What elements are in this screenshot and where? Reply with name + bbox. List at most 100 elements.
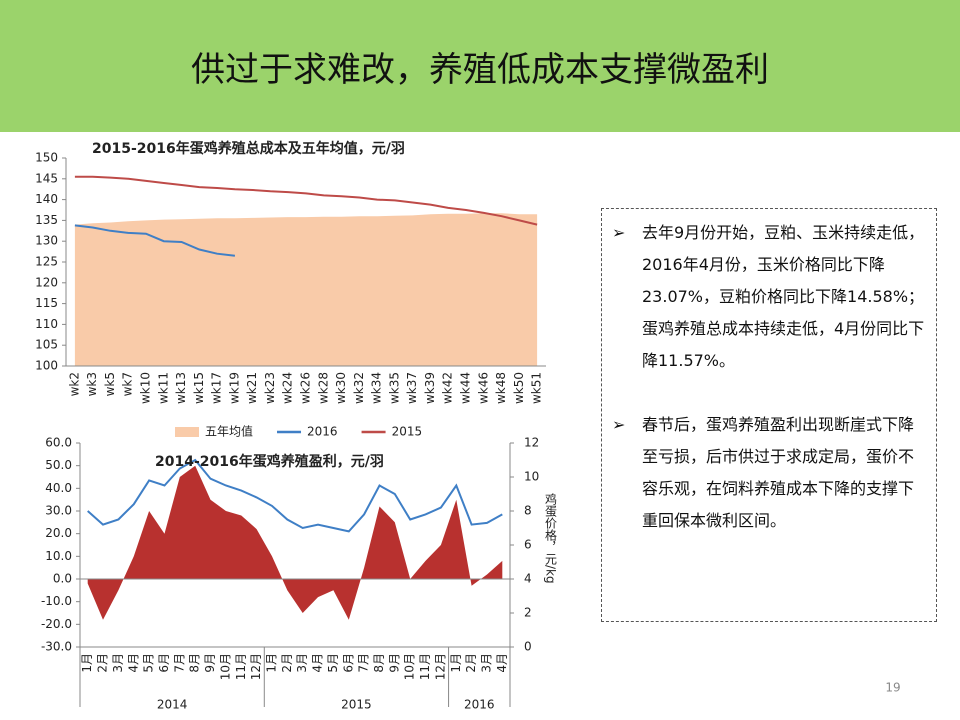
x-tick-label: wk19 [227,372,241,404]
x-tick-label: 10月 [218,653,232,680]
y-tick-label: 105 [35,338,58,352]
x-tick-label: wk44 [459,372,473,404]
bullet: ➢ 去年9月份开始，豆粕、玉米持续走低，2016年4月份，玉米价格同比下降23.0… [612,217,928,377]
x-tick-label: 10月 [403,653,417,680]
y-tick-label: 50.0 [45,458,72,472]
y-tick-label: 140 [35,192,58,206]
x-tick-label: wk2 [67,372,81,396]
x-tick-label: 3月 [295,653,309,673]
legend-label: 五年均值 [205,424,253,439]
x-tick-label: 11月 [418,653,432,680]
y-tick-label: 145 [35,171,58,185]
y-tick-label: 20.0 [45,526,72,540]
x-tick-label: wk48 [494,372,508,404]
x-tick-label: wk11 [156,372,170,404]
y2-tick-label: 8 [524,504,532,518]
x-tick-label: wk26 [299,372,313,404]
y-tick-label: 30.0 [45,504,72,518]
bullet-text: 去年9月份开始，豆粕、玉米持续走低，2016年4月份，玉米价格同比下降23.07… [642,223,925,370]
x-tick-label: 6月 [341,653,355,673]
x-tick-label: 2月 [280,653,294,673]
x-tick-label: 7月 [357,653,371,673]
x-tick-label: 2月 [464,653,478,673]
legend-label: 2015 [392,425,423,439]
line [87,458,503,533]
x-tick-label: 8月 [372,653,386,673]
x-tick-label: 4月 [495,653,509,673]
y-tick-label: 150 [35,151,58,165]
text-box: ➢ 去年9月份开始，豆粕、玉米持续走低，2016年4月份，玉米价格同比下降23.0… [601,208,937,622]
x-tick-label: 7月 [172,653,186,673]
slide-title: 供过于求难改，养殖低成本支撑微盈利 [191,50,769,90]
x-tick-label: wk10 [139,372,153,404]
x-tick-label: wk51 [530,372,544,404]
x-tick-label: wk37 [405,372,419,404]
y-tick-label: -30.0 [41,640,72,654]
header: 供过于求难改，养殖低成本支撑微盈利 [0,0,960,132]
area [74,213,538,366]
x-tick-label: wk13 [174,372,188,404]
line [74,224,236,257]
x-tick-label: wk28 [316,372,330,404]
y-tick-label: 40.0 [45,481,72,495]
x-tick-label: wk30 [334,372,348,404]
y-tick-label: 115 [35,296,58,310]
x-tick-label: wk50 [512,372,526,404]
y-tick-label: -20.0 [41,617,72,631]
y-tick-label: 110 [35,317,58,331]
x-tick-label: wk34 [370,372,384,404]
y-tick-label: 135 [35,213,58,227]
x-tick-label: 5月 [326,653,340,673]
area [87,465,503,620]
y-tick-label: 100 [35,359,58,373]
x-tick-label: wk15 [192,372,206,404]
y-tick-label: 60.0 [45,436,72,450]
x-tick-label: 3月 [479,653,493,673]
y2-tick-label: 4 [524,572,532,586]
bullet-text: 春节后，蛋鸡养殖盈利出现断崖式下降至亏损，后市供过于求成定局，蛋价不容乐观，在饲… [642,415,915,530]
y-tick-label: 120 [35,275,58,289]
page-number: 19 [885,681,900,695]
y-tick-label: 10.0 [45,549,72,563]
x-tick-label: wk39 [423,372,437,404]
y2-tick-label: 12 [524,436,539,450]
x-tick-label: 3月 [111,653,125,673]
x-tick-label: wk24 [281,372,295,404]
x-tick-label: 2月 [96,653,110,673]
legend-swatch [175,427,199,437]
chart-title: 2015-2016年蛋鸡养殖总成本及五年均值，元/羽 [92,140,405,157]
x-tick-label: 11月 [234,653,248,680]
x-tick-label: wk5 [103,372,117,396]
x-tick-label: 1月 [80,653,94,673]
x-tick-label: 6月 [157,653,171,673]
y2-tick-label: 6 [524,538,532,552]
line [74,175,538,226]
y-tick-label: 0.0 [53,572,72,586]
y2-tick-label: 10 [524,470,539,484]
x-tick-label: wk17 [210,372,224,404]
x-tick-label: 9月 [203,653,217,673]
year-label: 2015 [341,698,372,712]
year-label: 2016 [464,698,495,712]
x-tick-label: 1月 [449,653,463,673]
y2-tick-label: 2 [524,606,532,620]
legend-label: 2016 [307,425,338,439]
x-tick-label: wk35 [387,372,401,404]
bullet: ➢ 春节后，蛋鸡养殖盈利出现断崖式下降至亏损，后市供过于求成定局，蛋价不容乐观，在… [612,409,928,537]
x-tick-label: wk21 [245,372,259,404]
y-tick-label: 125 [35,255,58,269]
y2-axis-label: 鸡蛋价格，元/kg [544,492,558,584]
x-tick-label: 8月 [188,653,202,673]
x-tick-label: 12月 [249,653,263,680]
x-tick-label: 1月 [264,653,278,673]
x-tick-label: wk7 [121,372,135,396]
x-tick-label: wk32 [352,372,366,404]
x-tick-label: 12月 [433,653,447,680]
chart-title: 2014-2016年蛋鸡养殖盈利，元/羽 [155,453,384,470]
x-tick-label: wk23 [263,372,277,404]
x-tick-label: 5月 [142,653,156,673]
year-label: 2014 [157,698,188,712]
y2-tick-label: 0 [524,640,532,654]
